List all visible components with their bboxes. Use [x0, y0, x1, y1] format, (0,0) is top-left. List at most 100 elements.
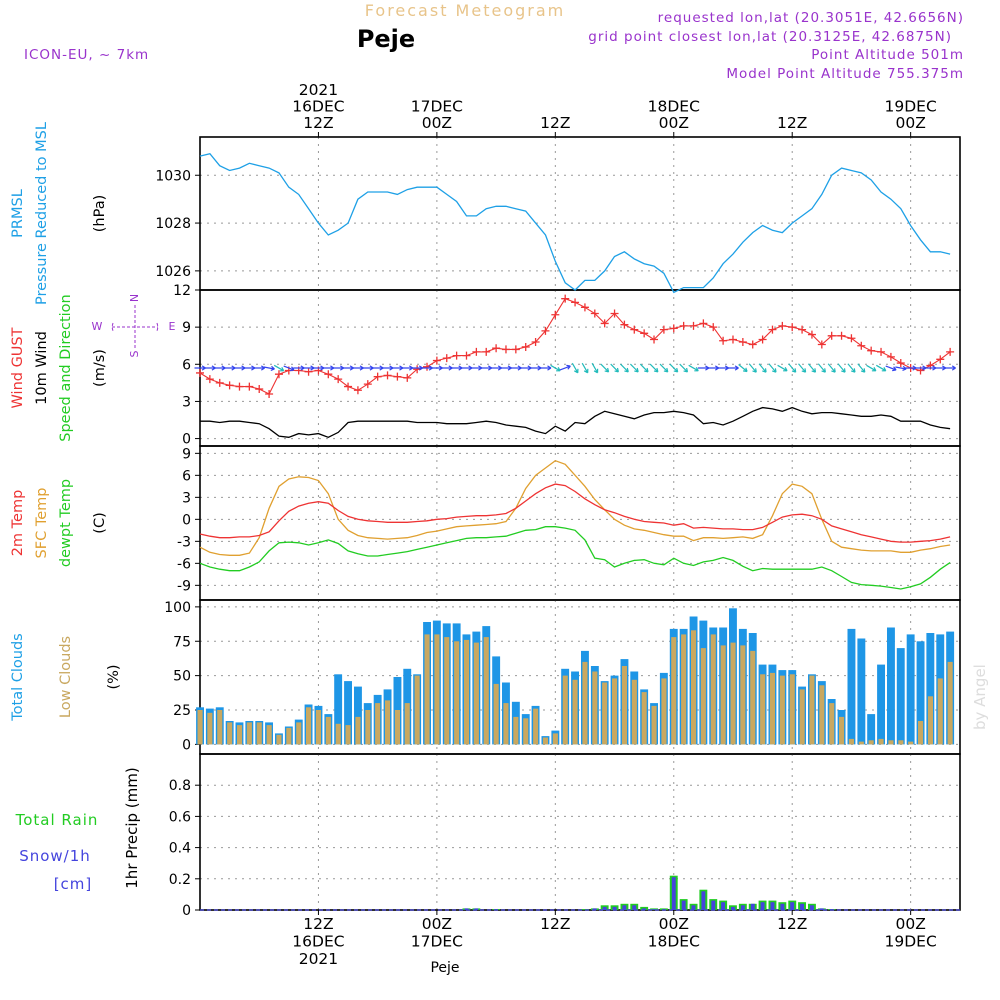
- wind-speed-line: [200, 406, 951, 439]
- snow-bar: [652, 909, 656, 910]
- snow-bar: [800, 903, 804, 910]
- time-label-top: 12Z: [303, 114, 333, 132]
- y-tick-label: 9: [182, 446, 191, 462]
- location-title: Peje: [357, 25, 415, 53]
- wind-direction-arrow: [243, 365, 256, 371]
- wind-direction-arrow: [649, 363, 659, 373]
- y-tick-label: 50: [173, 669, 191, 685]
- gust-marker: [896, 359, 905, 368]
- wind-direction-arrow: [581, 362, 589, 374]
- low-cloud-bar: [691, 630, 697, 745]
- gust-marker: [225, 381, 234, 390]
- wind-direction-arrow: [748, 363, 757, 373]
- low-cloud-bar: [335, 723, 341, 745]
- low-cloud-bar: [542, 737, 548, 745]
- wind-direction-arrow: [600, 363, 610, 373]
- total-cloud-bar: [896, 648, 905, 745]
- requested-coords: requested lon,lat (20.3051E, 42.6656N): [658, 10, 964, 26]
- snow-bar: [632, 905, 637, 910]
- wind-direction-arrow: [697, 365, 710, 371]
- wind-direction-arrow: [283, 365, 295, 372]
- y-axis-label: 2m Temp: [10, 490, 26, 557]
- y-tick-label: 0: [182, 903, 191, 919]
- panel-frame: [199, 753, 961, 911]
- y-axis-label: 10m Wind: [34, 331, 50, 405]
- low-cloud-bar: [434, 634, 440, 745]
- time-label-bottom: 12Z: [540, 915, 570, 933]
- gust-marker: [482, 347, 491, 356]
- time-label-bottom: 17DEC: [411, 933, 463, 951]
- time-label-top: 12Z: [540, 114, 570, 132]
- gust-marker: [748, 340, 757, 349]
- gust-marker: [383, 371, 392, 380]
- low-cloud-bar: [533, 708, 539, 745]
- dewpt-line: [199, 526, 951, 590]
- wind-direction-arrow: [332, 365, 345, 371]
- low-cloud-bar: [237, 725, 243, 745]
- gust-marker: [788, 323, 797, 332]
- low-cloud-bar: [779, 675, 785, 745]
- low-cloud-bar: [868, 740, 874, 745]
- time-label-bottom: 00Z: [895, 915, 925, 933]
- y-tick-label: 6: [182, 357, 191, 373]
- low-cloud-bar: [473, 642, 479, 745]
- low-cloud-bar: [809, 675, 815, 745]
- low-cloud-bar: [266, 725, 272, 745]
- gust-line: [199, 298, 951, 395]
- low-cloud-bar: [582, 661, 588, 745]
- low-cloud-bar: [246, 722, 252, 745]
- wind-direction-arrow: [253, 365, 266, 371]
- gust-marker: [393, 372, 402, 381]
- compass-label: W: [92, 320, 103, 333]
- gust-marker: [847, 334, 856, 343]
- panel-frame: [199, 136, 961, 291]
- wind-direction-arrow: [451, 365, 463, 371]
- gust-marker: [403, 373, 412, 382]
- low-cloud-bar: [355, 716, 361, 745]
- model-point-altitude: Model Point Altitude 755.375m: [726, 66, 964, 82]
- snow-bar: [750, 903, 755, 910]
- snow-bar: [691, 905, 696, 910]
- wind-direction-arrow: [204, 365, 216, 371]
- low-cloud-bar: [325, 716, 331, 745]
- low-cloud-bar: [839, 716, 845, 745]
- y-tick-label: 1030: [155, 168, 191, 184]
- rain-bar: [581, 909, 589, 910]
- low-cloud-bar: [523, 718, 529, 745]
- y-tick-label: 3: [182, 394, 191, 410]
- time-label-bottom: 00Z: [659, 915, 689, 933]
- gust-marker: [245, 382, 254, 391]
- low-cloud-bar: [621, 666, 627, 745]
- gust-marker: [363, 380, 372, 389]
- wind-direction-arrow: [571, 362, 579, 374]
- low-cloud-bar: [858, 741, 864, 745]
- low-cloud-bar: [848, 738, 854, 745]
- snow-bar: [770, 902, 775, 910]
- wind-direction-arrow: [857, 363, 866, 373]
- gust-marker: [215, 378, 224, 387]
- low-cloud-bar: [888, 740, 894, 745]
- low-cloud-bar: [227, 722, 233, 745]
- wind-direction-arrow: [777, 364, 788, 372]
- time-label-top: 00Z: [895, 114, 925, 132]
- gust-marker: [798, 325, 807, 334]
- total-cloud-bar: [906, 634, 915, 745]
- gust-marker: [353, 386, 362, 395]
- low-cloud-bar: [937, 678, 943, 745]
- wind-direction-arrow: [214, 365, 226, 371]
- low-cloud-bar: [345, 725, 351, 745]
- low-cloud-bar: [612, 678, 618, 745]
- y-tick-label: 3: [182, 490, 191, 506]
- snow-bar: [760, 902, 765, 910]
- time-label-top: 12Z: [777, 114, 807, 132]
- low-cloud-bar: [750, 650, 756, 745]
- low-cloud-bar: [296, 722, 302, 745]
- y-axis-label: (hPa): [92, 195, 108, 232]
- total-cloud-bar: [916, 641, 925, 745]
- y-axis-label: (C): [92, 512, 108, 533]
- gust-marker: [590, 309, 599, 318]
- total-cloud-bar: [334, 674, 343, 745]
- wind-direction-arrow: [510, 365, 522, 371]
- wind-direction-arrow: [875, 364, 887, 372]
- y-axis-label: Speed and Direction: [58, 294, 74, 441]
